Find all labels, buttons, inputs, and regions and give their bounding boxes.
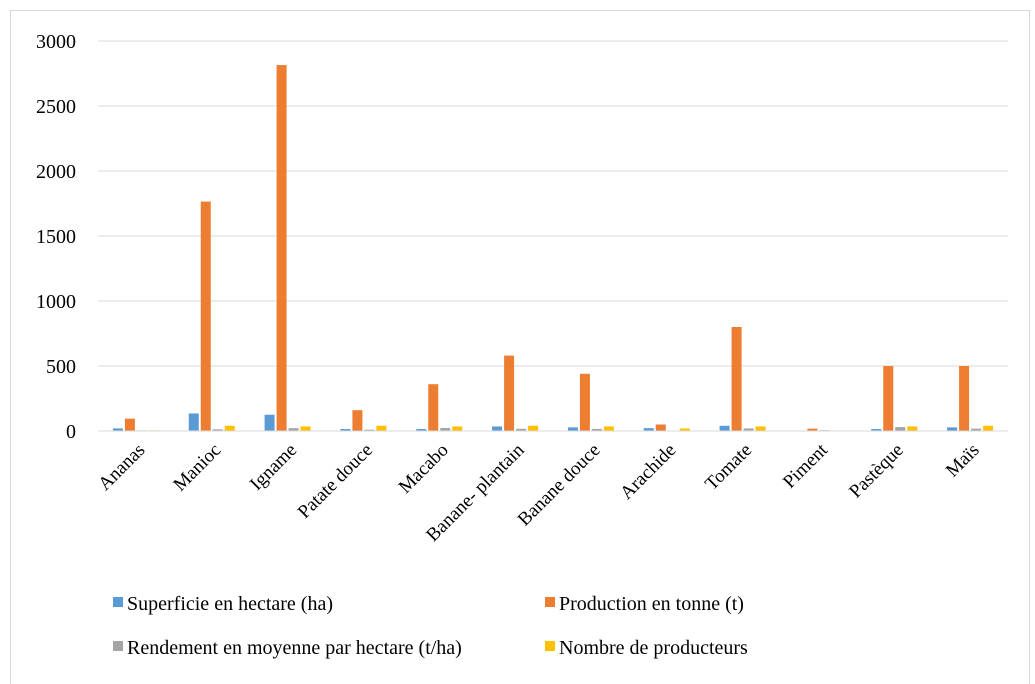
bar: [188, 413, 199, 431]
legend-label: Nombre de producteurs: [559, 637, 748, 659]
x-tick-label: Banane douce: [514, 440, 605, 531]
bar: [731, 327, 742, 431]
legend-swatch: [545, 597, 555, 607]
bar: [959, 366, 970, 431]
bar: [112, 428, 123, 431]
bar: [440, 428, 451, 431]
y-tick-label: 2000: [36, 161, 76, 183]
bar: [224, 425, 235, 431]
bar: [755, 426, 766, 431]
bar: [895, 427, 906, 431]
chart-frame: [10, 10, 1030, 684]
x-tick-label: Pastèque: [845, 440, 908, 503]
bar: [288, 428, 299, 431]
bar: [352, 410, 363, 431]
bar: [428, 384, 439, 431]
x-tick-label: Maïs: [942, 440, 984, 482]
legend-swatch: [113, 641, 123, 651]
bar: [300, 426, 311, 431]
bar: [528, 425, 539, 431]
bar: [907, 426, 918, 431]
x-tick-label: Manioc: [169, 440, 225, 496]
bar: [643, 428, 654, 431]
y-tick-label: 1000: [36, 291, 76, 313]
bar: [719, 425, 730, 431]
x-tick-label: Tomate: [701, 440, 756, 495]
bar: [743, 428, 754, 431]
bar: [364, 429, 375, 431]
bar: [679, 428, 690, 431]
bar: [504, 355, 515, 431]
y-tick-label: 3000: [36, 31, 76, 53]
bars: [112, 65, 994, 432]
x-tick-label: Macabo: [395, 440, 453, 498]
x-tick-label: Arachide: [616, 440, 680, 504]
bar: [516, 428, 527, 431]
legend-label: Superficie en hectare (ha): [127, 593, 333, 615]
x-tick-label: Igname: [246, 440, 301, 495]
x-tick-label: Patate douce: [294, 440, 377, 523]
bar: [603, 426, 614, 431]
bar: [492, 426, 503, 431]
bar: [947, 427, 958, 431]
legend: Superficie en hectare (ha) Production en …: [113, 593, 748, 659]
bar: [416, 429, 427, 431]
x-tick-label: Piment: [779, 439, 832, 492]
y-tick-label: 500: [46, 356, 76, 378]
bar: [276, 65, 287, 432]
y-axis-ticks: 0 500 1000 1500 2000 2500 3000: [36, 31, 76, 443]
y-tick-label: 0: [66, 421, 76, 443]
bar: [655, 424, 666, 431]
legend-label: Production en tonne (t): [559, 593, 744, 615]
bar: [591, 428, 602, 431]
bar: [376, 425, 387, 431]
y-tick-label: 2500: [36, 96, 76, 118]
bar: [983, 425, 994, 431]
x-tick-label: Ananas: [94, 440, 149, 495]
legend-swatch: [113, 597, 123, 607]
bar: [567, 427, 578, 431]
bar: [124, 418, 135, 431]
bar: [264, 414, 275, 431]
bar: [807, 428, 818, 431]
legend-swatch: [545, 641, 555, 651]
bar: [212, 429, 223, 431]
bar: [871, 429, 882, 431]
gridlines: [98, 40, 1008, 367]
bar: [452, 426, 463, 431]
bar: [883, 366, 894, 431]
legend-label: Rendement en moyenne par hectare (t/ha): [127, 637, 462, 659]
bar: [579, 373, 590, 431]
bar: [340, 429, 351, 431]
bar: [200, 201, 211, 431]
y-tick-label: 1500: [36, 226, 76, 248]
bar: [971, 428, 982, 431]
